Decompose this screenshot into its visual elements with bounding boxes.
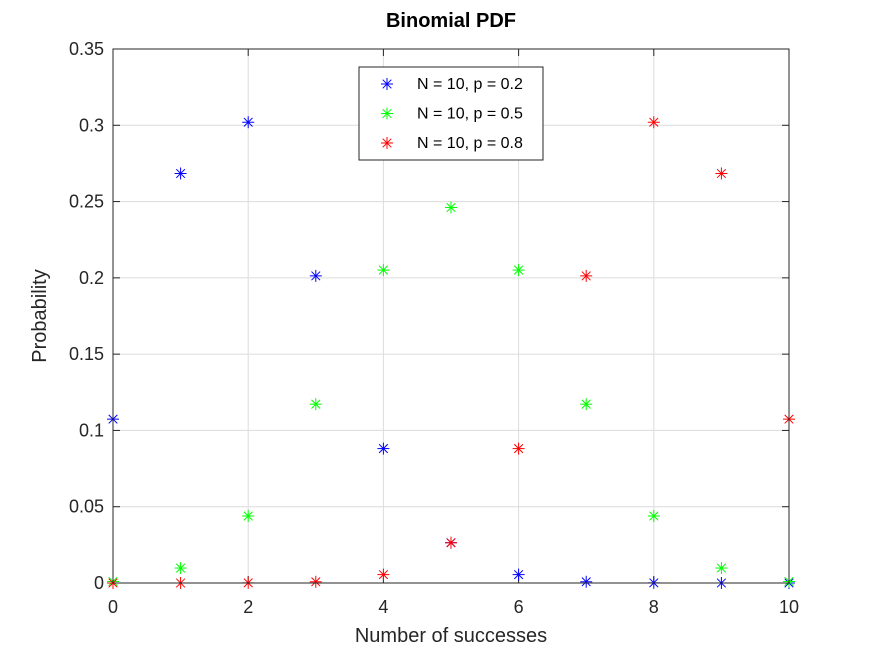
data-point — [174, 562, 187, 575]
data-point — [512, 568, 525, 581]
legend-entry: N = 10, p = 0.2 — [381, 76, 523, 93]
data-point — [715, 562, 728, 575]
data-point — [377, 264, 390, 277]
axes-box — [112, 48, 790, 584]
x-tick-label: 8 — [649, 597, 659, 617]
x-tick-label: 4 — [378, 597, 388, 617]
y-tick-labels: 0 0.05 0.1 0.15 0.2 0.25 0.3 0.35 — [69, 39, 104, 593]
y-tick-label: 0.25 — [69, 192, 104, 212]
data-point — [580, 575, 593, 588]
y-axis-label: Probability — [29, 269, 51, 362]
data-point — [512, 442, 525, 455]
data-point — [647, 116, 660, 129]
data-point — [715, 167, 728, 180]
chart-title: Binomial PDF — [386, 10, 516, 32]
data-point — [174, 167, 187, 180]
y-tick-label: 0.2 — [79, 268, 104, 288]
legend-entry: N = 10, p = 0.5 — [381, 106, 523, 123]
y-tick-label: 0.05 — [69, 497, 104, 517]
legend: N = 10, p = 0.2 N = 10, p = 0.5 N = 10, p … — [358, 66, 544, 161]
legend-marker — [381, 107, 393, 120]
y-tick-label: 0 — [94, 573, 104, 593]
data-point — [377, 568, 390, 581]
y-tick-label: 0.1 — [79, 420, 104, 440]
y-tick-label: 0.35 — [69, 39, 104, 59]
y-tick-label: 0.3 — [79, 115, 104, 135]
legend-marker — [381, 78, 393, 90]
legend-entry: N = 10, p = 0.8 — [381, 135, 523, 152]
x-axis-label: Number of successes — [355, 625, 547, 647]
x-tick-labels: 0 2 4 6 8 10 — [108, 597, 799, 617]
legend-label: N = 10, p = 0.5 — [417, 106, 523, 123]
x-tick-label: 10 — [779, 597, 799, 617]
data-point — [242, 116, 255, 129]
data-point — [580, 398, 593, 411]
x-tick-label: 2 — [243, 597, 253, 617]
data-point — [309, 269, 322, 282]
data-point — [512, 264, 525, 277]
data-point — [377, 442, 390, 455]
legend-marker — [381, 137, 393, 149]
data-point — [445, 536, 457, 549]
x-tick-label: 0 — [108, 597, 118, 617]
legend-label: N = 10, p = 0.2 — [417, 76, 523, 93]
data-point — [445, 201, 457, 214]
data-point — [309, 398, 322, 411]
data-point — [580, 269, 593, 282]
legend-entries: N = 10, p = 0.2 N = 10, p = 0.5 N = 10, p … — [381, 76, 523, 152]
data-point — [647, 510, 660, 523]
data-point — [242, 510, 255, 523]
y-tick-label: 0.15 — [69, 344, 104, 364]
x-tick-label: 6 — [514, 597, 524, 617]
legend-label: N = 10, p = 0.8 — [417, 135, 523, 152]
data-point — [309, 575, 322, 588]
